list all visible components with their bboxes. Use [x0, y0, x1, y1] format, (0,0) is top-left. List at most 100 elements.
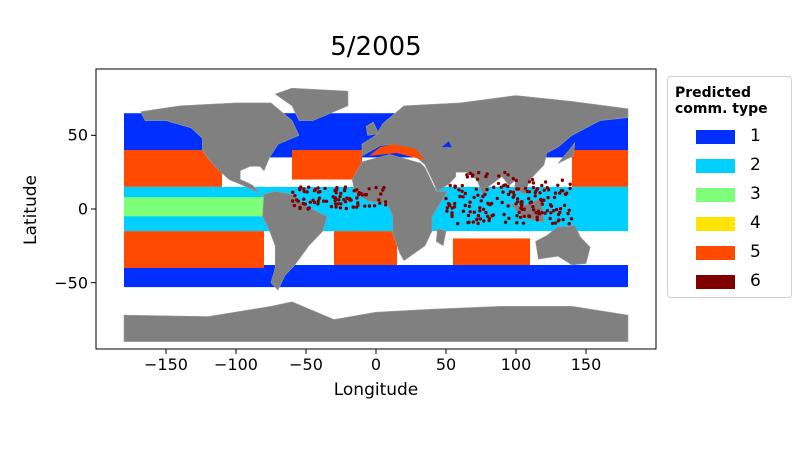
type6-point — [503, 183, 508, 187]
type6-point — [566, 211, 570, 216]
type6-point — [296, 199, 300, 203]
x-tick-label: −150 — [144, 355, 188, 374]
legend-swatch — [696, 217, 735, 231]
type6-point — [342, 198, 346, 202]
type6-point — [460, 183, 464, 188]
type6-point — [476, 193, 480, 197]
type6-point — [553, 191, 558, 195]
type6-point — [474, 187, 478, 191]
type6-point — [372, 204, 377, 208]
region-type-1 — [124, 265, 628, 288]
type6-point — [448, 183, 452, 188]
land-greenland — [274, 87, 349, 121]
region-type-5 — [453, 238, 530, 265]
land-uk — [365, 121, 380, 136]
land-antarctica — [123, 301, 629, 342]
legend: Predicted comm. type 1 2 3 4 5 6 — [667, 76, 792, 298]
type6-point — [465, 173, 469, 177]
legend-label: 6 — [750, 271, 761, 291]
type6-point — [567, 222, 571, 226]
type6-point — [453, 185, 457, 189]
type6-point — [532, 208, 536, 212]
type6-point — [521, 221, 526, 225]
type6-point — [338, 206, 343, 210]
type6-point — [457, 188, 461, 192]
land-madagascar — [435, 227, 447, 247]
type6-point — [487, 218, 491, 223]
legend-title: Predicted comm. type — [675, 85, 768, 117]
type6-point — [540, 183, 544, 188]
type6-point — [363, 193, 367, 197]
type6-point — [476, 221, 480, 226]
type6-point — [334, 202, 338, 206]
type6-point — [323, 186, 327, 191]
type6-point — [535, 215, 539, 219]
type6-point — [522, 214, 526, 218]
legend-label: 3 — [750, 184, 761, 204]
land-japan — [557, 141, 576, 164]
type6-point — [470, 174, 475, 178]
y-axis-label: Latitude — [21, 175, 41, 245]
type6-point — [491, 213, 496, 217]
type6-point — [467, 204, 472, 209]
y-tick-label: 50 — [67, 125, 88, 145]
type6-point — [500, 200, 504, 205]
type6-point — [527, 197, 531, 201]
type6-point — [561, 217, 565, 222]
type6-point — [343, 185, 348, 189]
type6-point — [317, 196, 322, 200]
type6-point — [484, 210, 488, 215]
type6-point — [514, 178, 518, 183]
type6-point — [554, 207, 559, 212]
region-type-5 — [334, 231, 397, 265]
type6-point — [356, 203, 360, 208]
legend-label: 2 — [750, 155, 761, 175]
type6-point — [456, 221, 460, 226]
type6-point — [352, 189, 356, 193]
type6-point — [517, 210, 521, 215]
type6-point — [529, 200, 534, 204]
type6-point — [308, 200, 312, 204]
type6-point — [466, 213, 471, 218]
type6-point — [383, 200, 388, 204]
type6-point — [545, 209, 550, 213]
type6-point — [478, 209, 482, 213]
type6-point — [535, 187, 540, 191]
type6-point — [549, 204, 554, 208]
type6-point — [560, 178, 565, 182]
type6-point — [538, 191, 542, 195]
region-type-3 — [124, 197, 264, 217]
type6-point — [506, 173, 510, 177]
type6-point — [568, 182, 572, 186]
type6-point — [447, 203, 452, 208]
x-tick-label: −100 — [214, 355, 258, 374]
type6-point — [379, 192, 383, 196]
type6-points-layer — [291, 170, 574, 226]
land-africa — [351, 154, 448, 262]
type6-point — [558, 191, 562, 195]
legend-title-line: comm. type — [675, 101, 768, 117]
type6-point — [302, 197, 306, 201]
type6-point — [468, 200, 472, 204]
type6-point — [568, 186, 572, 191]
type6-point — [507, 216, 511, 220]
type6-point — [511, 190, 515, 194]
type6-point — [492, 185, 496, 189]
type6-point — [291, 190, 295, 194]
type6-point — [381, 188, 385, 192]
type6-point — [452, 205, 457, 209]
land-australia — [535, 224, 591, 266]
type6-point — [549, 211, 553, 215]
type6-point — [339, 191, 343, 196]
type6-point — [468, 210, 472, 214]
type6-point — [336, 202, 340, 206]
legend-swatch — [696, 188, 735, 202]
type6-point — [543, 180, 548, 184]
type6-point — [360, 193, 364, 197]
type6-point — [355, 196, 359, 200]
type6-point — [531, 181, 536, 185]
type6-point — [506, 204, 510, 208]
legend-item: 1 — [696, 126, 786, 148]
type6-point — [463, 203, 467, 208]
type6-point — [542, 188, 546, 192]
